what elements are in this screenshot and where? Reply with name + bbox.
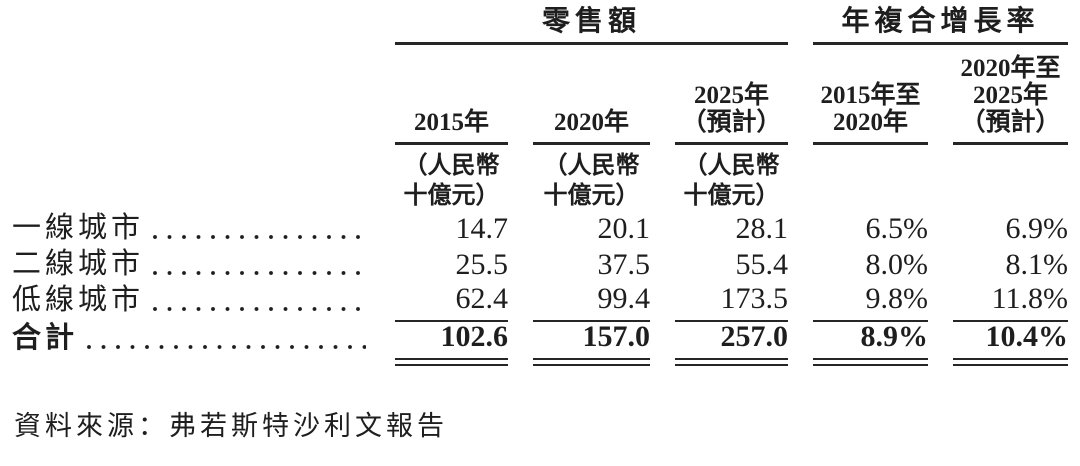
double-rule (675, 360, 788, 366)
source-note: 資料來源：弗若斯特沙利文報告 (14, 411, 448, 441)
column-header-spacer (12, 45, 370, 145)
column-header-line: 2015年 (413, 109, 489, 136)
column-header-line: 2015年至 (820, 82, 921, 109)
column-header-2025-forecast: 2025年 （預計） (675, 45, 788, 145)
dot-leader (152, 286, 366, 318)
row-label-total: 合計 (12, 322, 370, 360)
unit-row-spacer (12, 145, 370, 213)
dot-leader (152, 213, 366, 246)
group-header-retail-sales: 零售額 (395, 0, 788, 45)
double-rule (533, 360, 650, 366)
unit-empty-cell (813, 145, 928, 213)
cell-total-2020: 157.0 (533, 320, 650, 360)
double-rule (813, 360, 928, 366)
row-label-text: 二線城市 (12, 248, 145, 280)
row-label-tier1-cities: 一線城市 (12, 212, 370, 250)
unit-line: （人民幣 (403, 153, 500, 179)
unit-label-2015: （人民幣 十億元） (395, 145, 508, 213)
double-rule-spacer (12, 360, 370, 366)
group-header-cagr: 年複合增長率 (813, 0, 1068, 45)
column-header-line: 2020年至 (960, 55, 1061, 82)
unit-label-2025: （人民幣 十億元） (675, 145, 788, 213)
row-label-text: 低線城市 (12, 284, 145, 316)
cell-lowertier-cagr-2020-2025: 11.8% (953, 282, 1068, 322)
unit-line: （人民幣 (543, 153, 640, 179)
row-label-text: 合計 (12, 322, 79, 354)
cell-lowertier-2020: 99.4 (533, 282, 650, 322)
cell-tier2-cagr-2015-2020: 8.0% (865, 248, 929, 281)
group-header-cagr-label: 年複合增長率 (841, 6, 1040, 37)
cell-tier2-2020: 37.5 (597, 248, 651, 281)
cell-lowertier-2015: 62.4 (395, 282, 508, 322)
column-header-line: （預計） (681, 109, 782, 136)
column-header-2015: 2015年 (395, 45, 508, 145)
row-label-text: 一線城市 (12, 212, 145, 244)
unit-line: 十億元） (683, 183, 780, 209)
cell-lowertier-cagr-2015-2020: 9.8% (813, 282, 928, 322)
unit-line: 十億元） (543, 183, 640, 209)
cell-tier1-2020: 20.1 (597, 212, 651, 245)
cell-tier2-cagr-2020-2025: 8.1% (1005, 248, 1069, 281)
cell-tier1-2015: 14.7 (455, 212, 509, 245)
column-header-2020: 2020年 (533, 45, 650, 145)
retail-sales-table: 零售額 年複合增長率 2015年 2020年 2025年 （預計） 2015年至… (12, 0, 1068, 366)
unit-line: 十億元） (403, 183, 500, 209)
column-header-2020-to-2025-forecast: 2020年至 2025年 （預計） (953, 45, 1068, 145)
column-header-line: （預計） (960, 109, 1061, 136)
cell-tier1-2025: 28.1 (735, 212, 789, 245)
column-header-line: 2020年 (832, 109, 908, 136)
column-header-line: 2025年 (972, 82, 1048, 109)
cell-tier1-cagr-2020-2025: 6.9% (1005, 212, 1069, 245)
group-header-spacer (12, 0, 370, 45)
unit-label-2020: （人民幣 十億元） (533, 145, 650, 213)
cell-total-2025: 257.0 (675, 320, 788, 360)
double-rule (395, 360, 508, 366)
cell-tier1-cagr-2015-2020: 6.5% (865, 212, 929, 245)
unit-line: （人民幣 (683, 153, 780, 179)
cell-tier2-2025: 55.4 (735, 248, 789, 281)
cell-total-cagr-2015-2020: 8.9% (813, 320, 928, 360)
row-label-tier2-cities: 二線城市 (12, 248, 370, 286)
dot-leader (86, 322, 366, 356)
column-header-2015-to-2020: 2015年至 2020年 (813, 45, 928, 145)
cell-lowertier-2025: 173.5 (675, 282, 788, 322)
group-header-retail-sales-label: 零售額 (541, 6, 641, 37)
cell-total-cagr-2020-2025: 10.4% (953, 320, 1068, 360)
unit-empty-cell (953, 145, 1068, 213)
double-rule (953, 360, 1068, 366)
dot-leader (152, 250, 366, 282)
column-header-line: 2025年 (693, 82, 769, 109)
cell-tier2-2015: 25.5 (455, 248, 509, 281)
cell-total-2015: 102.6 (395, 320, 508, 360)
column-header-line: 2020年 (553, 109, 629, 136)
row-label-lower-tier-cities: 低線城市 (12, 284, 370, 322)
